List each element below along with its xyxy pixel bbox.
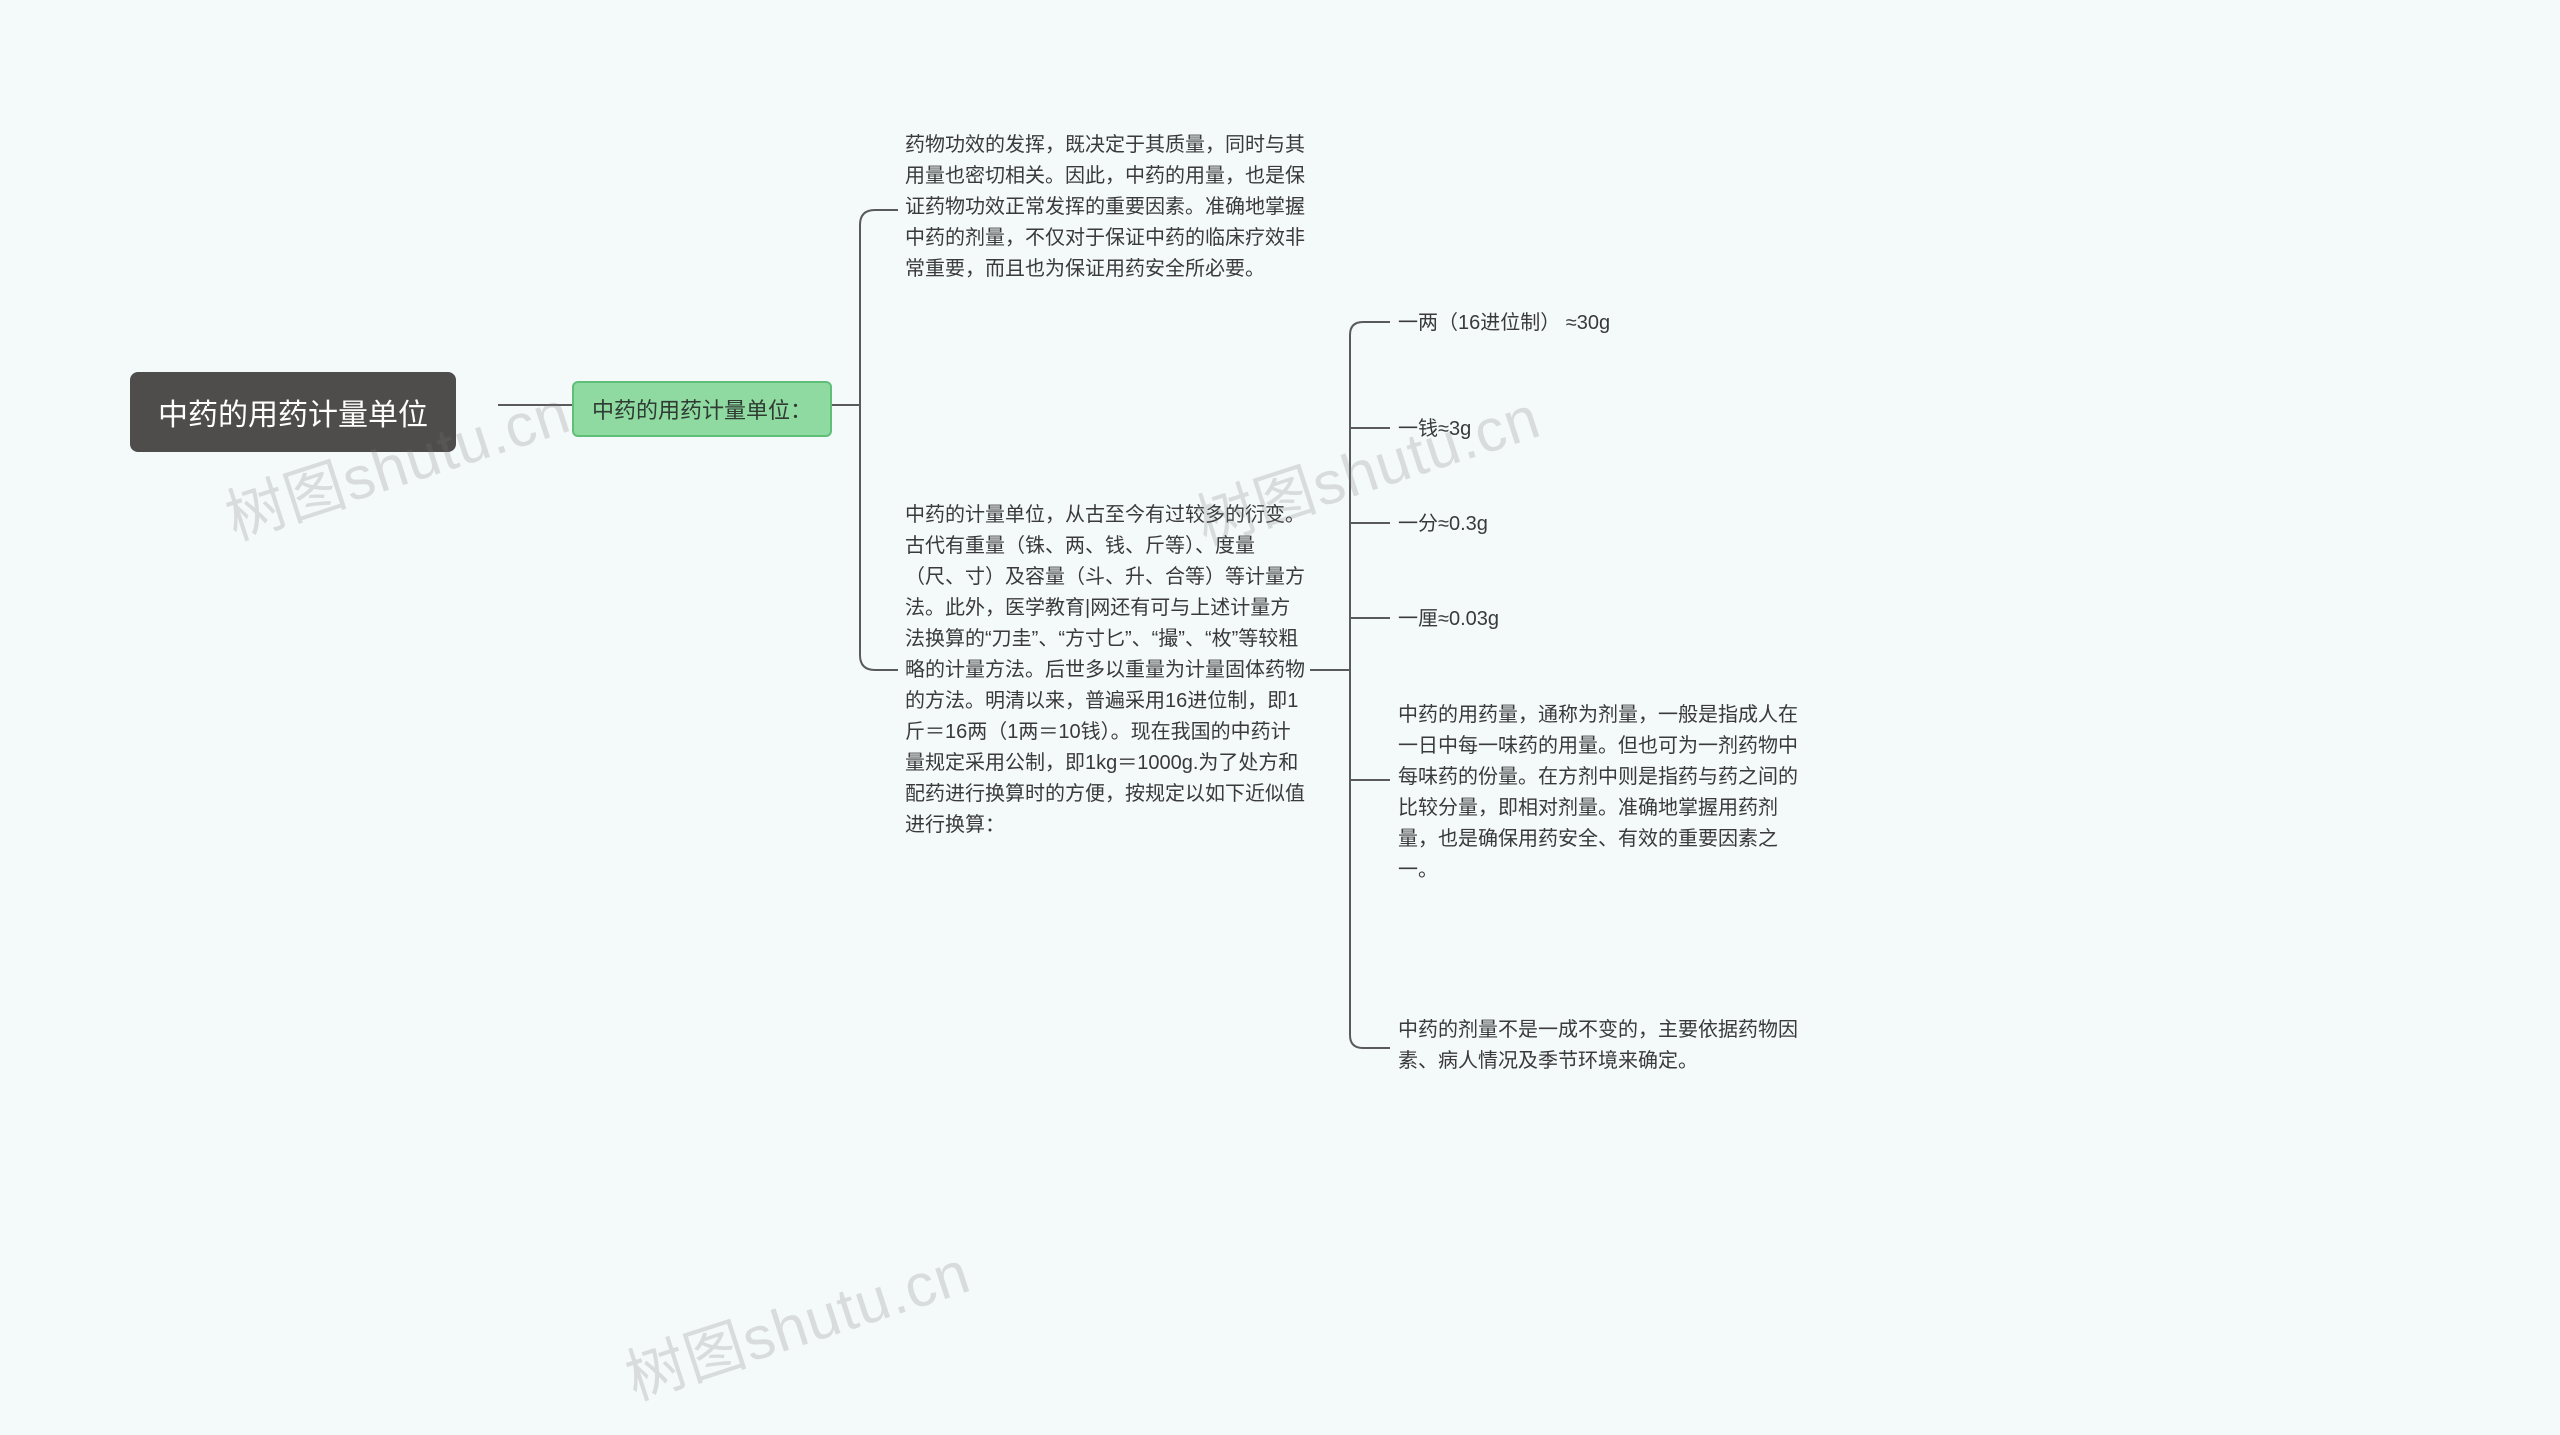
child-paragraph-2: 中药的计量单位，从古至今有过较多的衍变。古代有重量（铢、两、钱、斤等）、度量（尺… <box>905 500 1310 841</box>
child-1-text: 药物功效的发挥，既决定于其质量，同时与其用量也密切相关。因此，中药的用量，也是保… <box>905 134 1305 280</box>
root-node[interactable]: 中药的用药计量单位 <box>130 372 456 452</box>
sub-node[interactable]: 中药的用药计量单位： <box>572 381 832 437</box>
sub-label: 中药的用药计量单位： <box>592 393 812 425</box>
leaf-qian: 一钱≈3g <box>1398 414 1471 444</box>
root-label: 中药的用药计量单位 <box>158 390 428 434</box>
leaf-variation-text: 中药的剂量不是一成不变的，主要依据药物因素、病人情况及季节环境来确定。 <box>1398 1019 1798 1072</box>
leaf-fen-text: 一分≈0.3g <box>1398 513 1488 535</box>
leaf-variation-para: 中药的剂量不是一成不变的，主要依据药物因素、病人情况及季节环境来确定。 <box>1398 1015 1803 1077</box>
leaf-liang: 一两（16进位制） ≈30g <box>1398 308 1610 338</box>
leaf-li: 一厘≈0.03g <box>1398 604 1499 634</box>
mindmap-canvas: 中药的用药计量单位 中药的用药计量单位： 药物功效的发挥，既决定于其质量，同时与… <box>0 0 2560 1435</box>
leaf-liang-text: 一两（16进位制） ≈30g <box>1398 312 1610 334</box>
leaf-qian-text: 一钱≈3g <box>1398 418 1471 440</box>
leaf-dosage-text: 中药的用药量，通称为剂量，一般是指成人在一日中每一味药的用量。但也可为一剂药物中… <box>1398 704 1798 881</box>
leaf-dosage-para: 中药的用药量，通称为剂量，一般是指成人在一日中每一味药的用量。但也可为一剂药物中… <box>1398 700 1803 886</box>
child-2-text: 中药的计量单位，从古至今有过较多的衍变。古代有重量（铢、两、钱、斤等）、度量（尺… <box>905 504 1305 836</box>
child-paragraph-1: 药物功效的发挥，既决定于其质量，同时与其用量也密切相关。因此，中药的用量，也是保… <box>905 130 1310 285</box>
leaf-fen: 一分≈0.3g <box>1398 509 1488 539</box>
leaf-li-text: 一厘≈0.03g <box>1398 608 1499 630</box>
